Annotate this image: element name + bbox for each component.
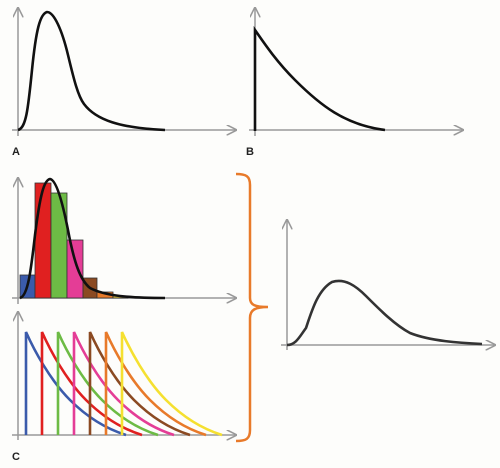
decay-curve bbox=[40, 331, 143, 437]
decay-curve bbox=[120, 331, 223, 437]
decay-curve bbox=[104, 331, 207, 437]
decay-curve bbox=[56, 331, 159, 437]
curve bbox=[253, 25, 386, 132]
decay-curve bbox=[72, 331, 175, 437]
panel-sum bbox=[281, 220, 495, 350]
panel-c-histogram bbox=[12, 178, 236, 304]
bar bbox=[66, 239, 84, 299]
decay-curve bbox=[24, 331, 127, 437]
panel-label: A bbox=[12, 146, 20, 158]
curve bbox=[286, 279, 483, 347]
panel-label: C bbox=[12, 451, 20, 463]
panel-c-decays: C bbox=[12, 312, 236, 463]
curve bbox=[17, 10, 166, 132]
bars bbox=[19, 182, 129, 299]
panel-b: B bbox=[246, 8, 463, 158]
decay-curve bbox=[88, 331, 191, 437]
bar bbox=[34, 182, 52, 299]
bracket bbox=[235, 172, 269, 443]
panel-label: B bbox=[246, 146, 254, 158]
curve bbox=[19, 177, 166, 300]
panel-a: A bbox=[12, 8, 236, 158]
